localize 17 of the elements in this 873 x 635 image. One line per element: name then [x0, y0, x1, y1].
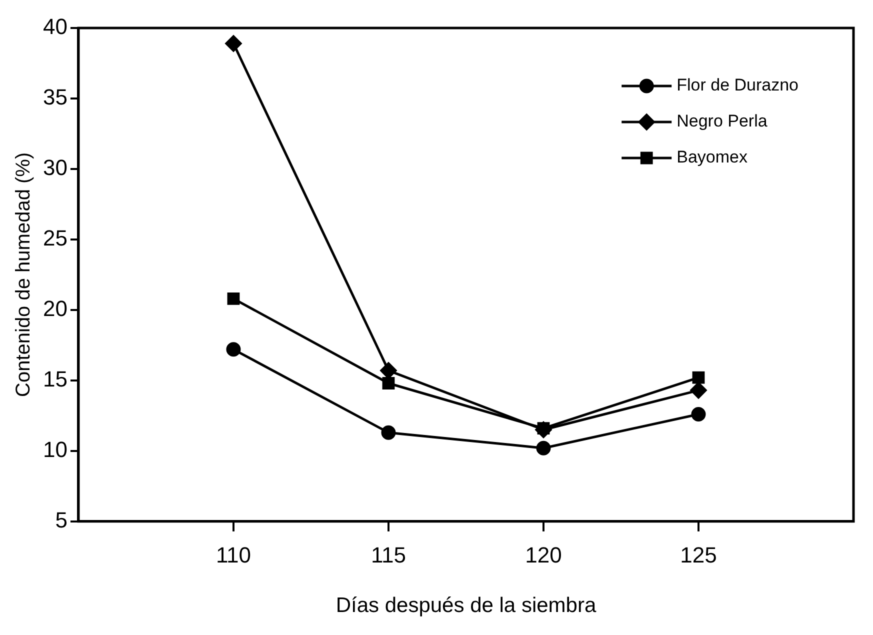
x-tick-label: 120 — [525, 542, 562, 568]
legend-label: Negro Perla — [676, 112, 768, 131]
x-tick-label: 110 — [216, 542, 252, 568]
y-tick-label: 25 — [42, 226, 68, 251]
x-tick-label: 115 — [370, 542, 406, 568]
y-tick-label: 35 — [42, 84, 68, 110]
y-tick-label: 5 — [55, 507, 68, 532]
y-tick-label: 10 — [42, 436, 68, 462]
legend-label: Flor de Durazno — [676, 76, 798, 95]
x-axis-title: Días después de la siembra — [336, 594, 596, 618]
y-axis-title: Contenido de humedad (%) — [12, 152, 35, 398]
y-tick-label: 40 — [42, 14, 68, 40]
y-tick-label: 30 — [42, 155, 68, 180]
y-tick-label: 15 — [42, 366, 68, 392]
x-tick-label: 125 — [680, 542, 717, 568]
legend-label: Bayomex — [676, 148, 748, 167]
y-tick-label: 20 — [42, 296, 68, 322]
